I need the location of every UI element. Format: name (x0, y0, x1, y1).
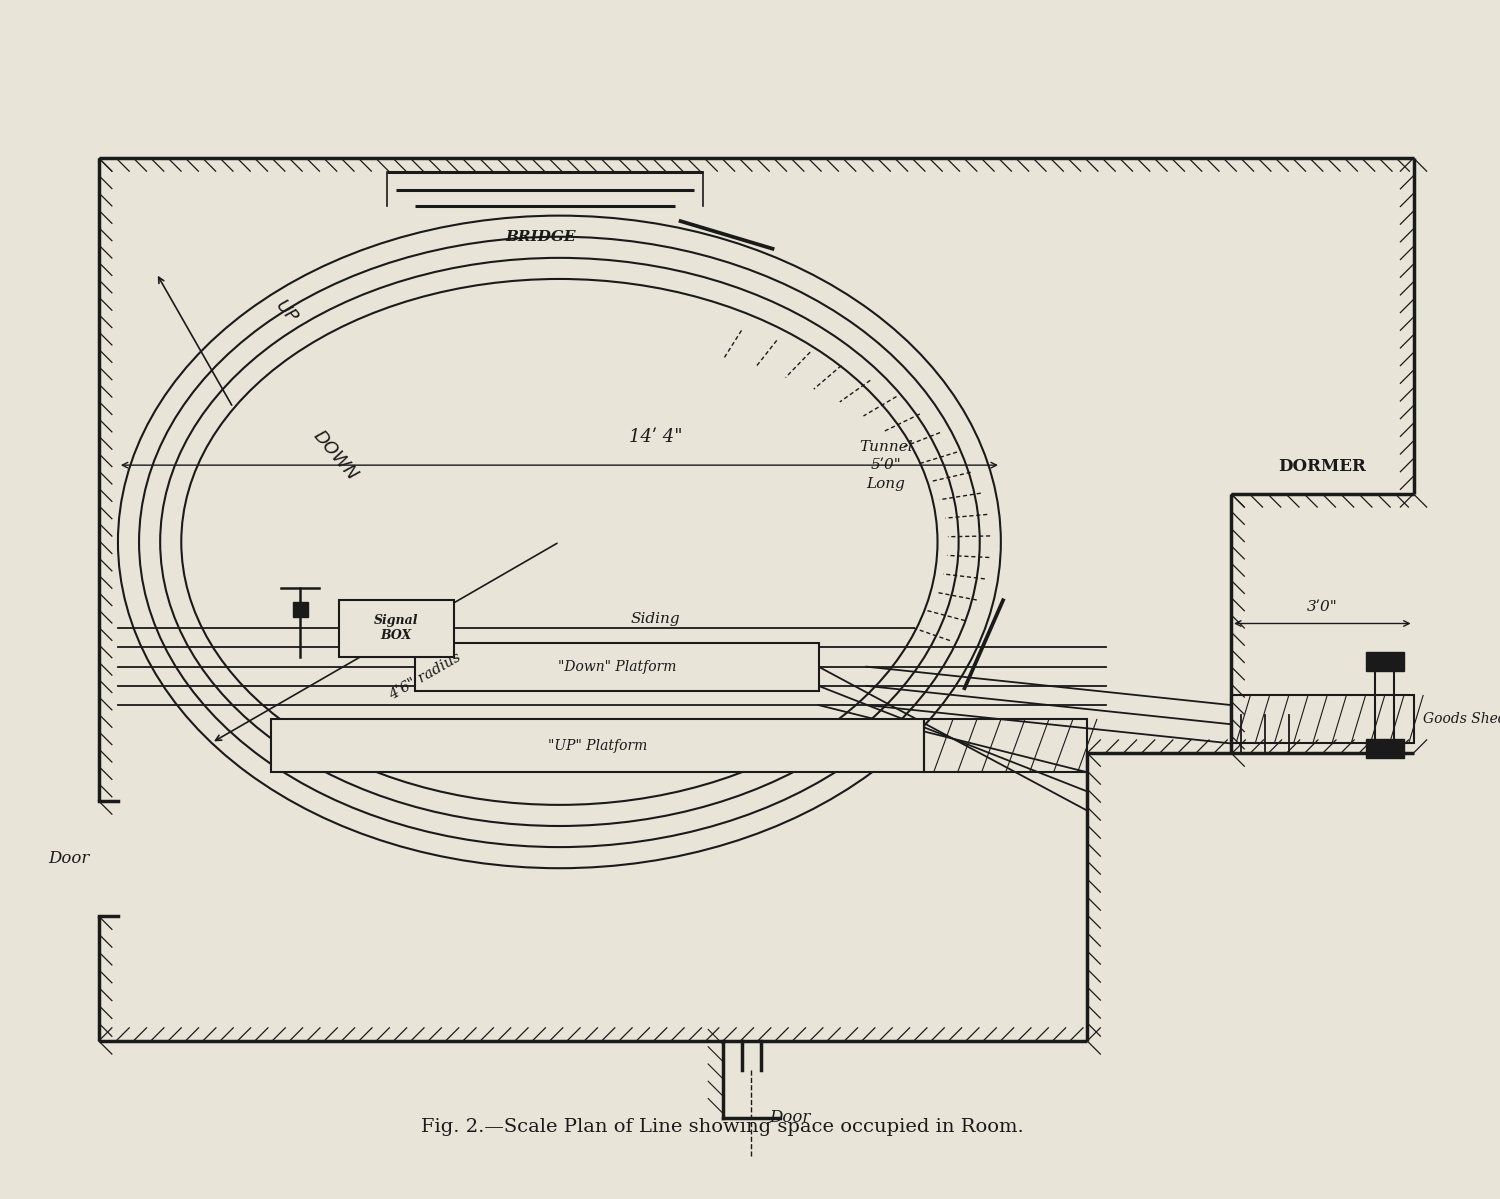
Text: BRIDGE: BRIDGE (506, 230, 576, 245)
Text: "UP" Platform: "UP" Platform (548, 739, 648, 753)
Bar (1365, 652, 1404, 671)
Text: DOWN: DOWN (310, 427, 362, 484)
Bar (292, 602, 308, 616)
Text: Signal
BOX: Signal BOX (374, 614, 419, 643)
Text: "Down" Platform: "Down" Platform (558, 659, 676, 674)
Text: 14ʹ 4": 14ʹ 4" (628, 428, 682, 446)
Text: DORMER: DORMER (1278, 458, 1366, 475)
Bar (1365, 739, 1404, 758)
FancyBboxPatch shape (339, 600, 454, 657)
Bar (1232, 695, 1413, 743)
Text: UP: UP (272, 296, 300, 326)
Text: Tunnel
5ʹ0"
Long: Tunnel 5ʹ0" Long (859, 440, 912, 490)
Text: 3ʹ0": 3ʹ0" (1306, 600, 1338, 614)
Text: Goods Shed: Goods Shed (1424, 712, 1500, 727)
Text: Fig. 2.—Scale Plan of Line showing space occupied in Room.: Fig. 2.—Scale Plan of Line showing space… (422, 1119, 1024, 1137)
FancyBboxPatch shape (416, 643, 819, 691)
Bar (924, 719, 1088, 772)
Text: Siding: Siding (630, 611, 680, 626)
FancyBboxPatch shape (272, 719, 924, 772)
Text: Door: Door (770, 1109, 810, 1126)
Text: Door: Door (48, 850, 88, 867)
Text: 4ʹ6" radius: 4ʹ6" radius (387, 650, 464, 703)
